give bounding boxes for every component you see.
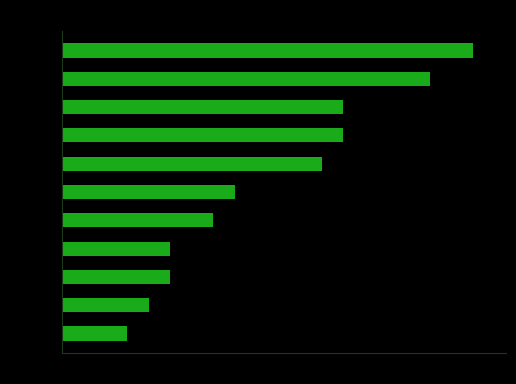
Bar bbox=[62, 72, 430, 86]
Bar bbox=[62, 43, 473, 58]
Bar bbox=[62, 298, 149, 312]
Bar bbox=[62, 270, 170, 284]
Bar bbox=[62, 100, 343, 114]
Bar bbox=[62, 128, 343, 142]
Bar bbox=[62, 242, 170, 256]
Bar bbox=[62, 213, 214, 227]
Bar bbox=[62, 185, 235, 199]
Bar bbox=[62, 326, 127, 341]
Bar bbox=[62, 157, 321, 171]
